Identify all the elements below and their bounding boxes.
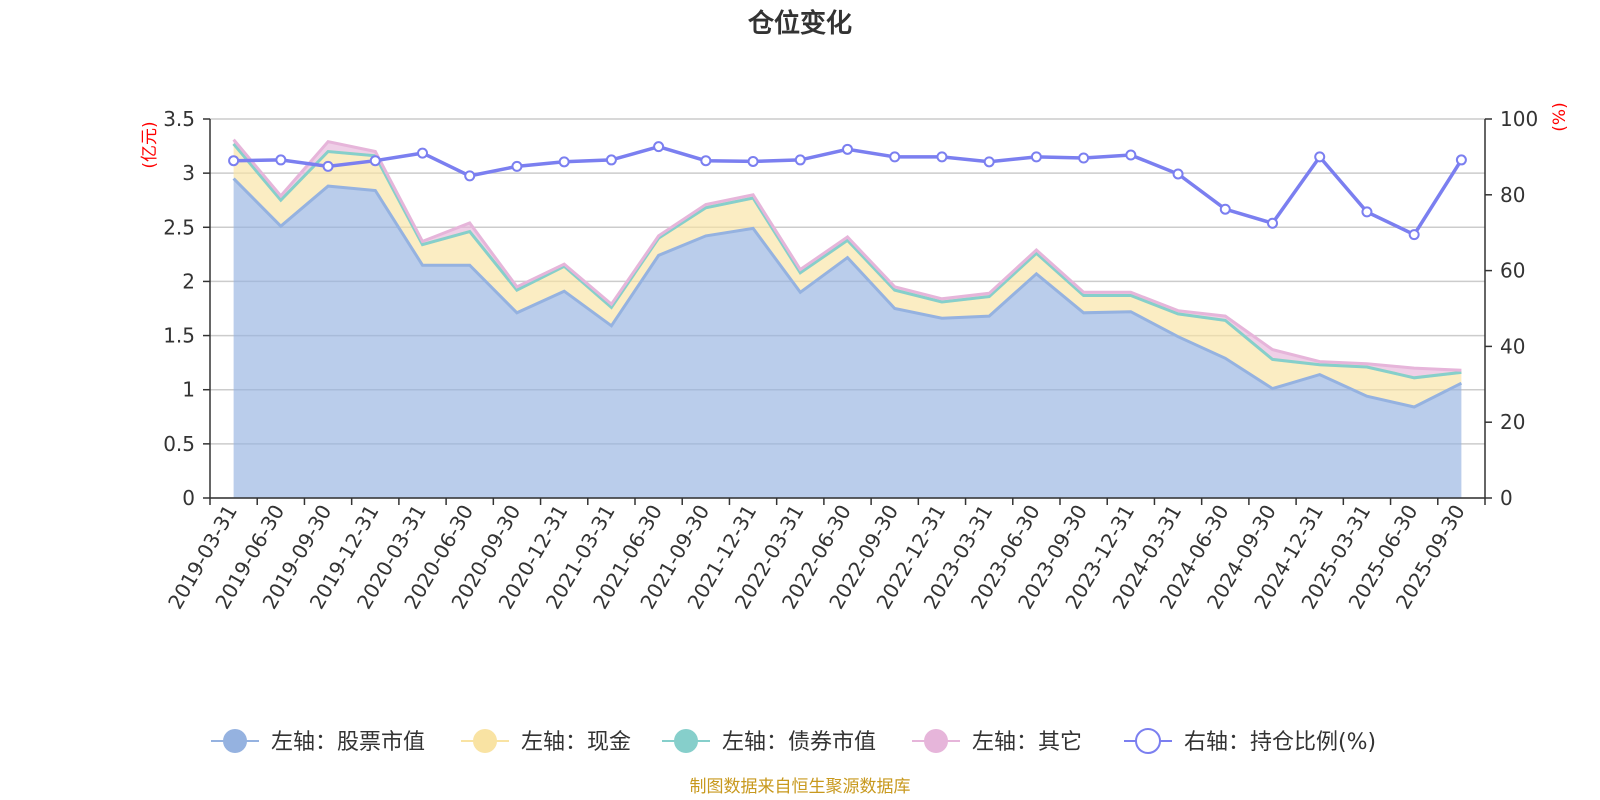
legend-marker: [674, 729, 698, 753]
legend-marker: [223, 729, 247, 753]
source-note: 制图数据来自恒生聚源数据库: [690, 777, 911, 797]
legend-label: 左轴：现金: [521, 730, 631, 755]
legend-label: 左轴：股票市值: [271, 730, 425, 755]
area-edge-0: [232, 177, 1463, 409]
left-axis-tick-label: 1.5: [163, 324, 195, 348]
right-axis-unit: (%): [1550, 102, 1570, 131]
left-axis-unit: (亿元): [140, 121, 160, 168]
ratio-point: [1455, 154, 1467, 166]
ratio-point: [1314, 151, 1326, 163]
left-axis-tick-label: 0.5: [163, 432, 195, 456]
ratio-point: [983, 156, 995, 168]
ratio-point: [1361, 206, 1373, 218]
area-edge-3: [232, 138, 1462, 372]
legend-marker: [473, 729, 497, 753]
ratio-point: [1172, 168, 1184, 180]
left-axis-tick-label: 3: [182, 161, 195, 185]
legend-marker: [924, 729, 948, 753]
ratio-point: [558, 156, 570, 168]
ratio-point: [794, 154, 806, 166]
left-axis-tick-label: 0: [182, 486, 195, 510]
ratio-point: [842, 143, 853, 155]
ratio-point: [747, 155, 759, 167]
ratio-point: [369, 155, 381, 167]
legend-item: 左轴：其它: [912, 729, 1082, 755]
ratio-point: [1125, 149, 1137, 161]
ratio-point: [464, 170, 476, 182]
ratio-point: [889, 151, 901, 163]
ratio-point: [1267, 217, 1278, 229]
ratio-point: [322, 160, 334, 172]
ratio-point: [1078, 152, 1090, 164]
left-axis-tick-label: 3.5: [163, 107, 195, 131]
ratio-point: [1408, 229, 1420, 241]
ratio-point: [1219, 203, 1231, 215]
chart-title: 仓位变化: [747, 8, 852, 39]
ratio-point: [605, 154, 617, 166]
legend-item: 左轴：股票市值: [211, 729, 425, 755]
right-axis-tick-label: 60: [1500, 259, 1525, 283]
ratio-point: [653, 141, 665, 153]
right-axis-tick-label: 20: [1500, 410, 1525, 434]
right-axis-tick-label: 0: [1500, 486, 1513, 510]
legend-marker: [1135, 728, 1161, 754]
legend-item: 左轴：债券市值: [662, 729, 876, 755]
ratio-point: [228, 155, 240, 167]
ratio-point: [700, 155, 712, 167]
ratio-point: [511, 160, 523, 172]
ratio-point: [275, 154, 287, 166]
right-axis-tick-label: 40: [1500, 334, 1525, 358]
legend-label: 左轴：债券市值: [722, 730, 876, 755]
ratio-point: [1030, 151, 1042, 163]
legend-item: 右轴：持仓比例(%): [1124, 728, 1376, 755]
legend-label: 左轴：其它: [972, 730, 1082, 755]
area-series-group: [232, 138, 1463, 498]
left-axis-tick-label: 1: [182, 378, 195, 402]
left-axis-tick-label: 2.5: [163, 215, 195, 239]
legend-label: 右轴：持仓比例(%): [1184, 730, 1376, 755]
ratio-line-group: [228, 141, 1467, 241]
ratio-point: [417, 147, 428, 159]
ratio-point: [936, 151, 948, 163]
legend-item: 左轴：现金: [461, 729, 631, 755]
right-axis-tick-label: 80: [1500, 183, 1525, 207]
area-1: [233, 143, 1462, 407]
right-axis-tick-label: 100: [1500, 107, 1538, 131]
area-0: [233, 178, 1462, 498]
left-axis-tick-label: 2: [182, 269, 195, 293]
area-edge-2: [232, 142, 1462, 380]
legend: 左轴：股票市值 左轴：现金 左轴：债券市值 左轴：其它 右轴：持仓比例(%): [211, 728, 1376, 755]
